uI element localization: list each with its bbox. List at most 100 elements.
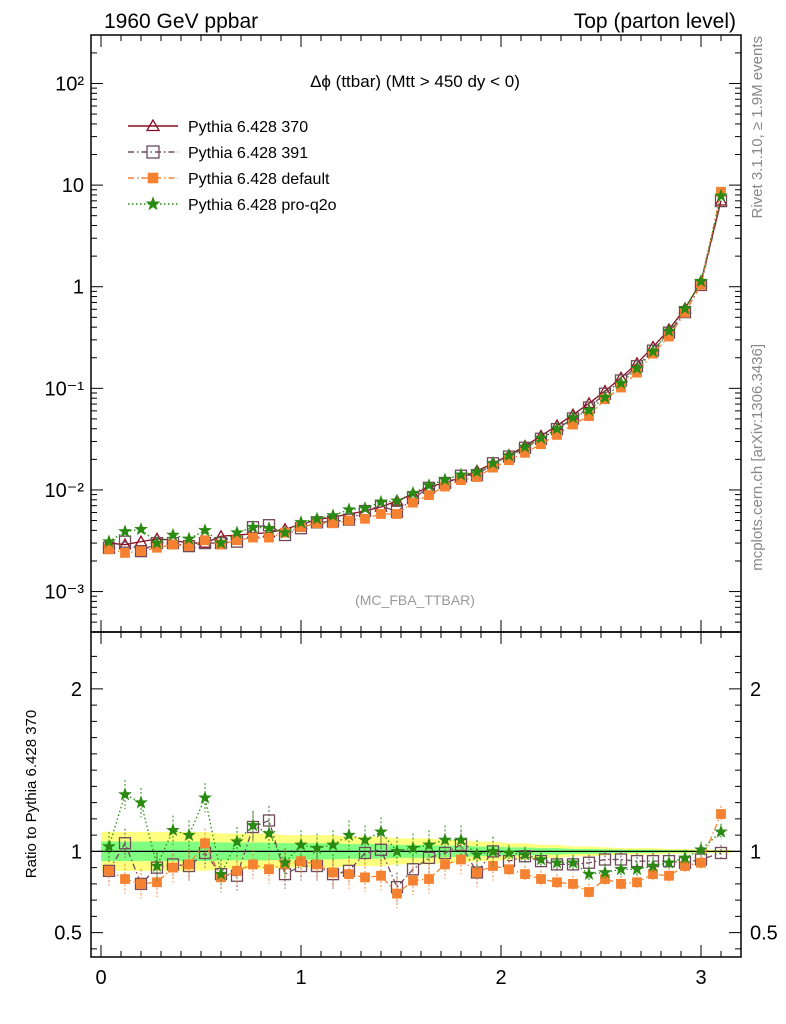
square-marker xyxy=(118,535,132,548)
star-marker xyxy=(150,858,164,872)
y-tick-label: 1 xyxy=(73,277,84,299)
star-marker xyxy=(182,827,196,841)
star-marker xyxy=(134,795,148,809)
ratio-y-tick-label-right: 0.5 xyxy=(750,923,778,945)
filled-square-marker xyxy=(360,513,370,524)
star-marker xyxy=(662,323,676,337)
filled-square-marker xyxy=(504,864,514,875)
y-tick-label: 10² xyxy=(55,73,84,95)
square-marker xyxy=(422,851,436,865)
ratio-y-tick-label: 2 xyxy=(71,679,82,701)
filled-square-marker xyxy=(147,172,159,184)
filled-square-marker xyxy=(152,877,162,888)
star-marker xyxy=(358,832,372,846)
filled-square-marker xyxy=(168,539,178,550)
star-marker xyxy=(262,520,276,535)
filled-square-marker xyxy=(632,877,642,888)
star-marker xyxy=(550,421,564,435)
star-marker xyxy=(150,535,164,549)
ratio-y-tick-label: 0.5 xyxy=(54,923,82,945)
ratio-lines xyxy=(102,779,728,909)
star-marker xyxy=(646,344,660,358)
filled-square-marker xyxy=(264,864,274,875)
legend-label: Pythia 6.428 370 xyxy=(188,119,308,136)
star-marker xyxy=(182,531,196,545)
star-marker xyxy=(246,818,260,832)
star-marker xyxy=(278,855,292,869)
filled-square-marker xyxy=(168,862,178,873)
filled-square-marker xyxy=(264,532,274,543)
filled-square-marker xyxy=(424,874,434,884)
filled-square-marker xyxy=(392,509,402,519)
star-marker xyxy=(342,827,356,841)
filled-square-marker xyxy=(184,859,194,870)
star-marker xyxy=(646,858,660,872)
x-tick-label: 3 xyxy=(695,967,706,989)
star-marker xyxy=(390,493,404,507)
star-marker xyxy=(198,523,212,537)
legend-label: Pythia 6.428 391 xyxy=(188,145,308,162)
filled-square-marker xyxy=(664,870,674,881)
star-marker xyxy=(502,448,516,462)
x-tick-label: 2 xyxy=(495,967,506,989)
rivet-label: Rivet 3.1.10, ≥ 1.9M events xyxy=(749,36,766,219)
square-marker xyxy=(374,843,388,856)
star-marker xyxy=(145,196,161,211)
ratio-y-tick-label-right: 2 xyxy=(750,679,761,701)
filled-square-marker xyxy=(328,867,338,878)
star-marker xyxy=(714,824,728,838)
ratio-panel: 0.5 0.5 1 1 2 2 Ratio to Pythia 6.428 370 xyxy=(23,631,778,958)
filled-square-marker xyxy=(472,867,482,878)
ratio-frame xyxy=(90,631,742,958)
star-marker xyxy=(118,524,132,538)
triangle-marker xyxy=(145,118,161,132)
star-marker xyxy=(566,410,580,424)
star-marker xyxy=(598,865,612,879)
star-marker xyxy=(374,494,388,508)
star-marker xyxy=(454,832,468,846)
star-marker xyxy=(582,403,596,417)
star-marker xyxy=(262,826,276,840)
filled-square-marker xyxy=(344,869,354,880)
filled-square-marker xyxy=(344,515,354,526)
y-tick-label: 10⁻² xyxy=(45,480,85,502)
filled-square-marker xyxy=(456,854,466,865)
star-marker xyxy=(582,866,596,880)
filled-square-marker xyxy=(584,887,594,897)
star-marker xyxy=(518,439,532,453)
star-marker xyxy=(422,837,436,851)
x-tick-label: 1 xyxy=(295,967,306,989)
filled-square-marker xyxy=(392,888,402,899)
ratio-series-line xyxy=(108,793,722,877)
filled-square-marker xyxy=(568,878,578,889)
legend: Pythia 6.428 370 Pythia 6.428 391 Pythia 6… xyxy=(128,118,337,214)
main-panel: 10⁻³ 10⁻² 10⁻¹ 1 10 10² Δϕ (ttbar) (Mtt > 450… xyxy=(45,34,742,633)
series-line xyxy=(108,195,722,544)
filled-square-marker xyxy=(552,877,562,888)
star-marker xyxy=(550,855,564,869)
square-marker xyxy=(714,846,728,860)
star-marker xyxy=(310,511,324,525)
star-marker xyxy=(678,850,692,864)
star-marker xyxy=(134,522,148,536)
filled-square-marker xyxy=(616,878,626,889)
filled-square-marker xyxy=(376,870,386,881)
filled-square-marker xyxy=(408,875,418,886)
star-marker xyxy=(166,823,180,837)
filled-square-marker xyxy=(296,856,306,867)
x-tick-labels: 0 1 2 3 xyxy=(95,967,706,989)
star-marker xyxy=(278,525,292,539)
filled-square-marker xyxy=(696,857,706,868)
main-axes: 10⁻³ 10⁻² 10⁻¹ 1 10 10² xyxy=(45,34,741,633)
filled-square-marker xyxy=(248,532,258,543)
star-marker xyxy=(694,274,708,288)
filled-square-marker xyxy=(536,874,546,884)
y-tick-label: 10⁻¹ xyxy=(45,378,85,400)
star-marker xyxy=(614,375,628,390)
star-marker xyxy=(502,845,516,859)
filled-square-marker xyxy=(360,872,370,883)
square-marker xyxy=(118,837,132,850)
filled-square-marker xyxy=(232,535,242,546)
star-marker xyxy=(102,534,116,548)
square-marker xyxy=(262,814,276,827)
